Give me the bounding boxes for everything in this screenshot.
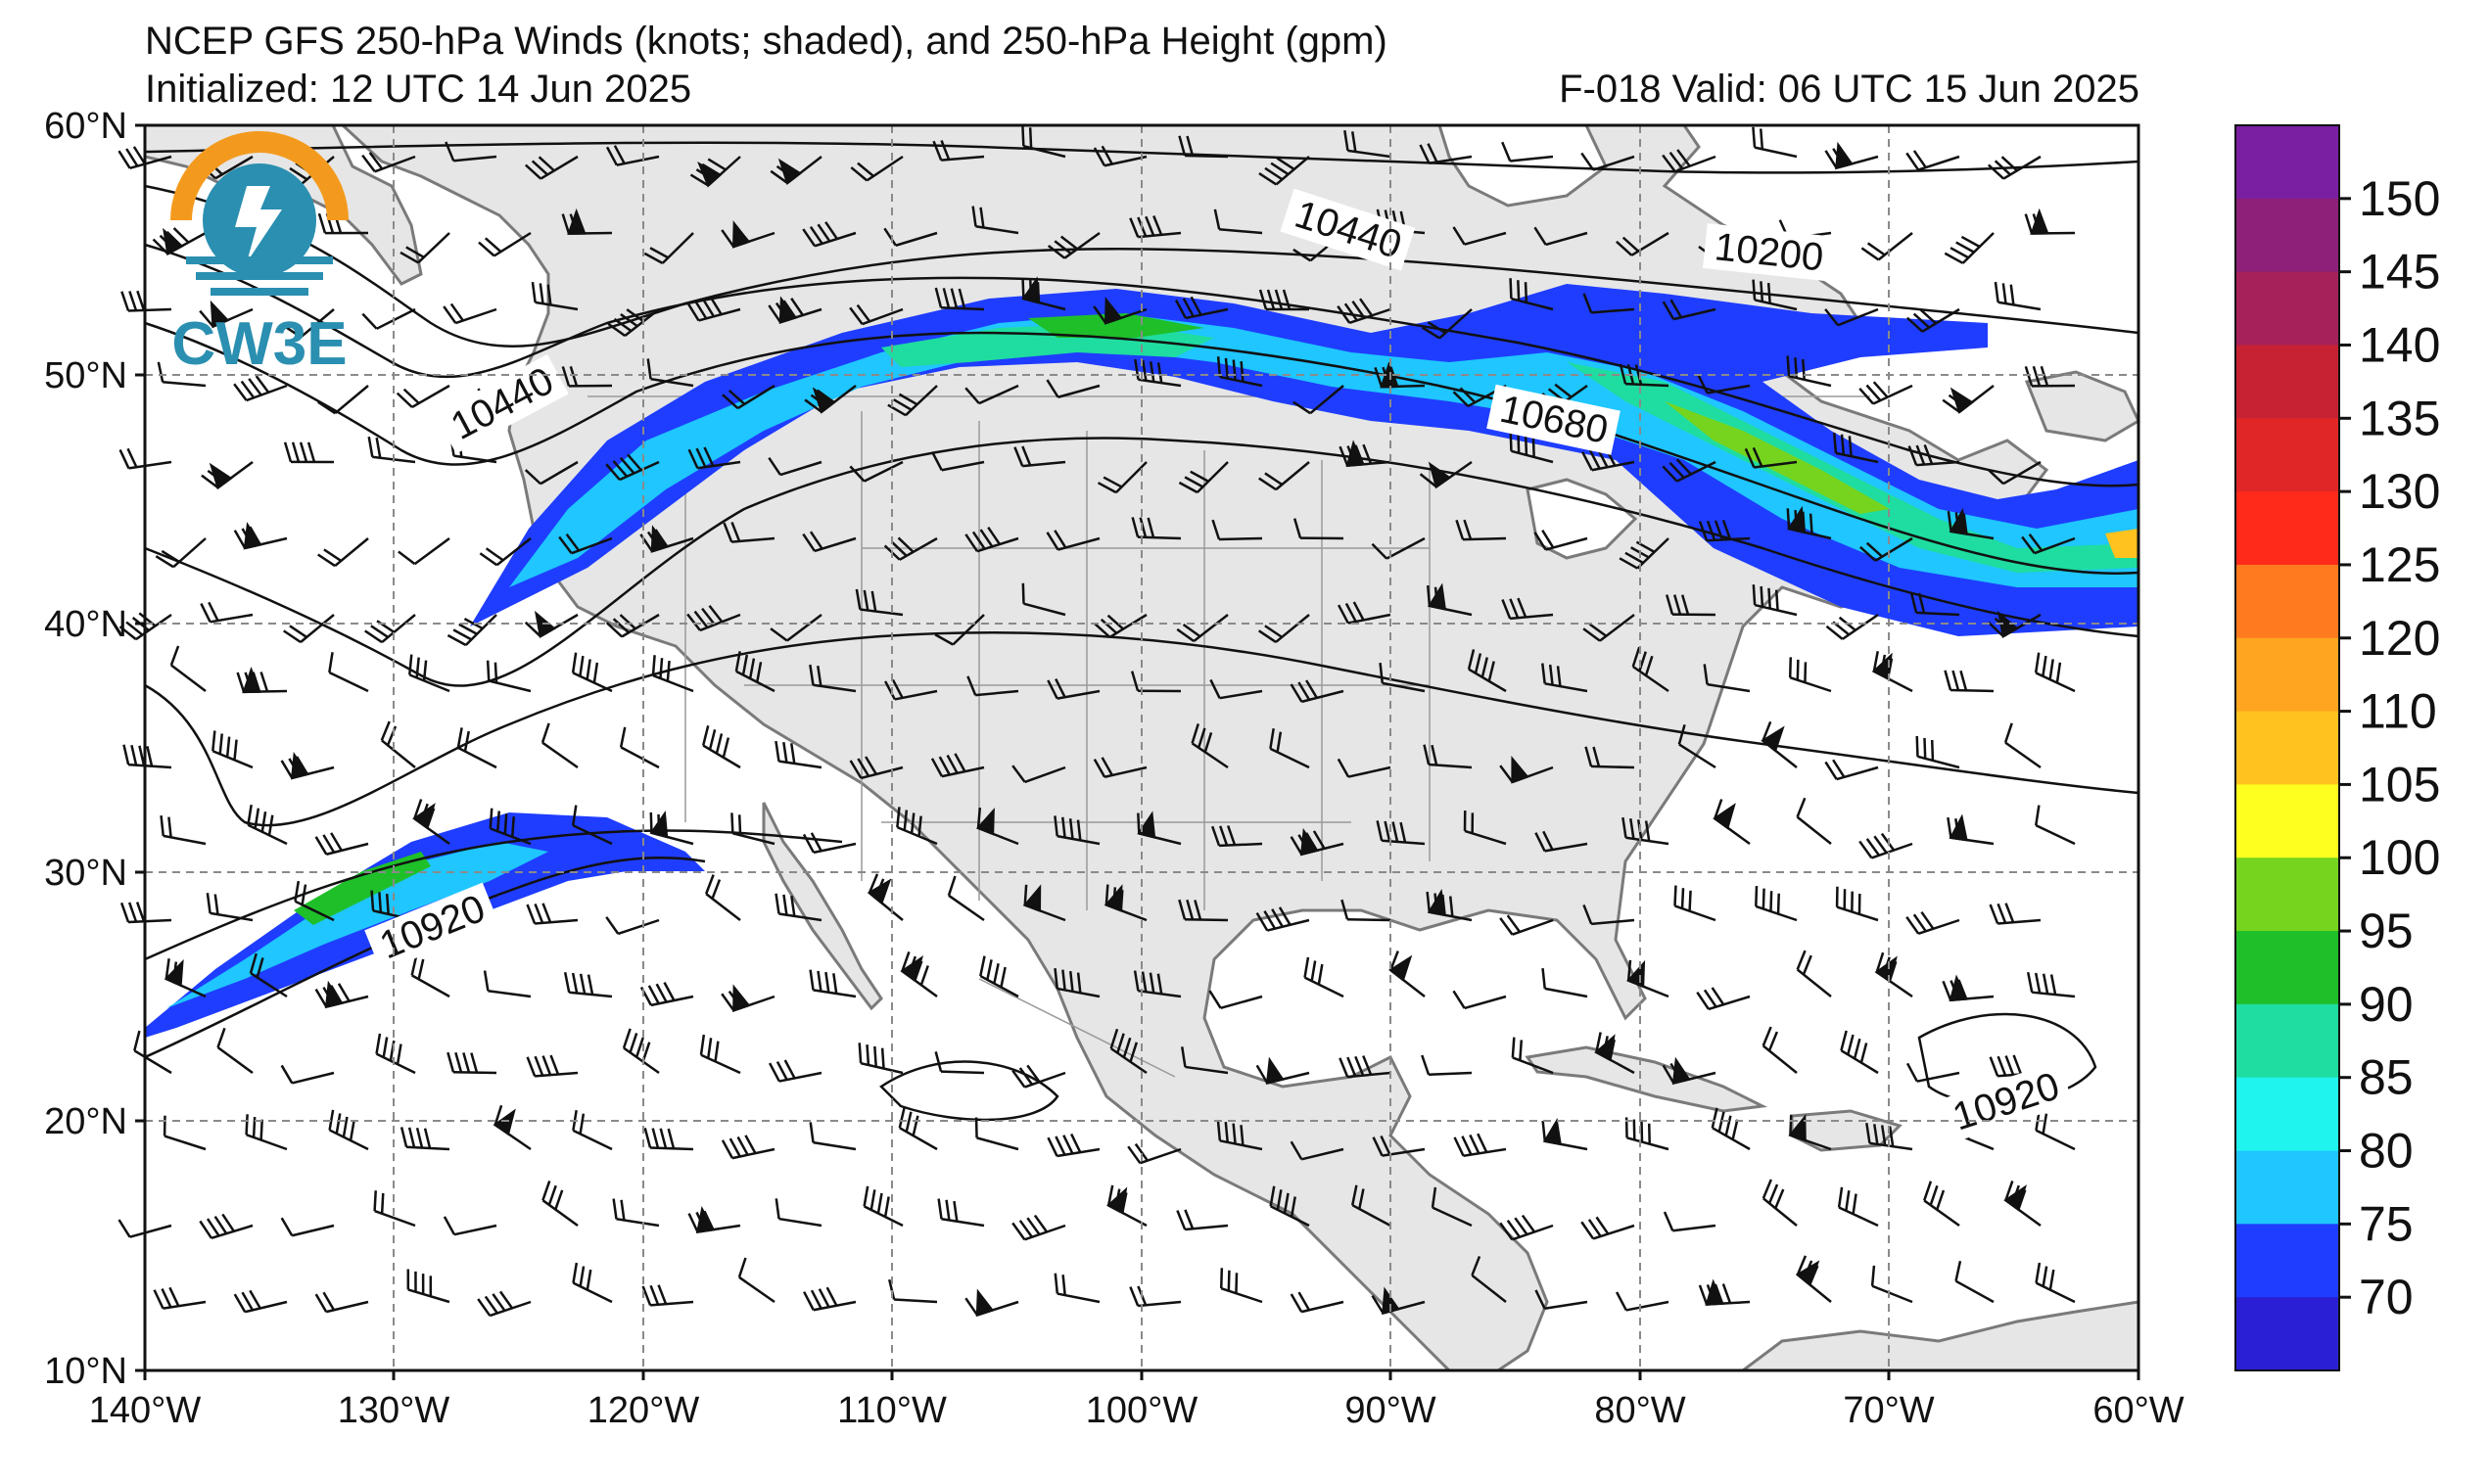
colorbar-swatch xyxy=(2235,784,2339,858)
lon-label: 140°W xyxy=(89,1390,202,1431)
lon-labels: 140°W 130°W 120°W 110°W 100°W 90°W 80°W … xyxy=(89,1390,2185,1431)
colorbar-label: 100 xyxy=(2359,830,2440,885)
lon-label: 100°W xyxy=(1086,1390,1198,1431)
colorbar-swatch xyxy=(2235,565,2339,638)
colorbar-label: 150 xyxy=(2359,171,2440,226)
colorbar-label: 140 xyxy=(2359,317,2440,372)
colorbar-label: 90 xyxy=(2359,977,2414,1032)
lat-label: 60°N xyxy=(44,106,127,147)
valid-time: F-018 Valid: 06 UTC 15 Jun 2025 xyxy=(1559,68,2139,111)
colorbar-label: 85 xyxy=(2359,1050,2414,1105)
colorbar-label: 105 xyxy=(2359,757,2440,812)
colorbar-swatch xyxy=(2235,272,2339,346)
colorbar-label: 95 xyxy=(2359,904,2414,958)
colorbar-swatch xyxy=(2235,1004,2339,1078)
colorbar-swatch xyxy=(2235,418,2339,491)
colorbar-swatch xyxy=(2235,858,2339,931)
map-area: 10440 10200 10440 10680 10920 10920 xyxy=(118,125,2138,1370)
colorbar-swatch xyxy=(2235,1224,2339,1297)
colorbar-label: 125 xyxy=(2359,537,2440,592)
lon-label: 80°W xyxy=(1594,1390,1685,1431)
lon-label: 110°W xyxy=(837,1390,947,1431)
colorbar-swatch xyxy=(2235,491,2339,565)
colorbar-swatch xyxy=(2235,712,2339,785)
map-title: NCEP GFS 250-hPa Winds (knots; shaded), … xyxy=(145,20,1387,63)
init-time: Initialized: 12 UTC 14 Jun 2025 xyxy=(145,68,691,111)
cw3e-logo: CW3E xyxy=(171,142,347,378)
lon-label: 120°W xyxy=(587,1390,700,1431)
lat-label: 30°N xyxy=(44,853,127,894)
colorbar-swatch xyxy=(2235,1297,2339,1370)
colorbar-labels: 150 145 140 135 130 125 120 110 105 100 95 90 85 80 75… xyxy=(2359,171,2440,1324)
colorbar-label: 80 xyxy=(2359,1124,2414,1179)
colorbar-swatch xyxy=(2235,199,2339,272)
colorbar-label: 70 xyxy=(2359,1270,2414,1324)
logo-wave xyxy=(196,272,323,280)
colorbar-label: 110 xyxy=(2359,684,2437,739)
lon-label: 130°W xyxy=(338,1390,450,1431)
lat-label: 10°N xyxy=(44,1351,127,1392)
logo-text: CW3E xyxy=(171,310,347,378)
colorbar-label: 75 xyxy=(2359,1196,2414,1251)
colorbar xyxy=(2235,125,2351,1371)
lon-label: 60°W xyxy=(2092,1390,2184,1431)
colorbar-swatch xyxy=(2235,1151,2339,1225)
lat-label: 20°N xyxy=(44,1101,127,1142)
colorbar-label: 120 xyxy=(2359,611,2440,666)
logo-wave xyxy=(211,288,308,296)
logo-wave xyxy=(186,256,333,264)
lat-labels: 60°N 50°N 40°N 30°N 20°N 10°N xyxy=(44,106,127,1392)
colorbar-swatch xyxy=(2235,638,2339,712)
lat-label: 50°N xyxy=(44,355,127,396)
colorbar-label: 130 xyxy=(2359,464,2440,519)
lon-label: 70°W xyxy=(1843,1390,1934,1431)
colorbar-swatch xyxy=(2235,125,2339,199)
lat-label: 40°N xyxy=(44,604,127,645)
colorbar-label: 135 xyxy=(2359,391,2440,445)
lon-label: 90°W xyxy=(1344,1390,1435,1431)
colorbar-swatch xyxy=(2235,931,2339,1004)
colorbar-swatch xyxy=(2235,1078,2339,1151)
colorbar-label: 145 xyxy=(2359,245,2440,300)
colorbar-swatch xyxy=(2235,345,2339,418)
